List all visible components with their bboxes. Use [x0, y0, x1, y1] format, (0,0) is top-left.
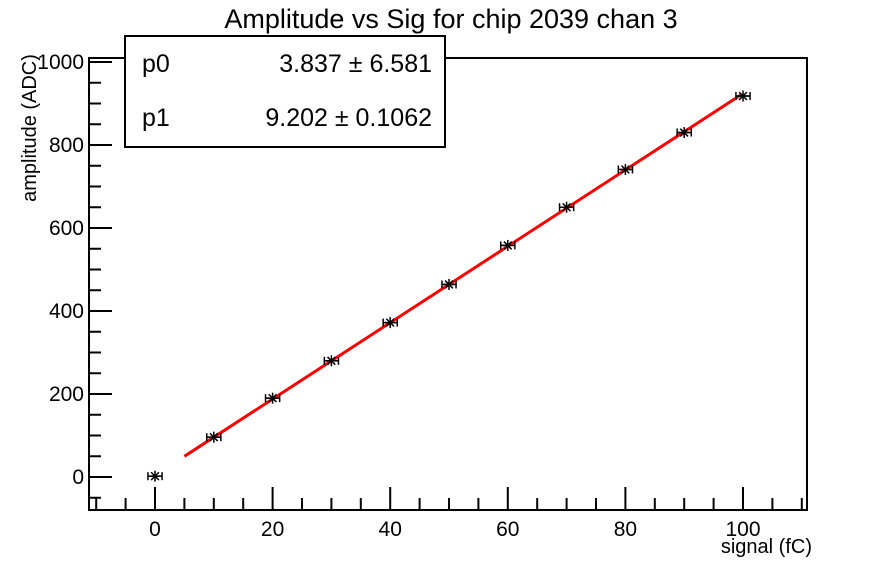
- stat-row-p0: p0 3.837 ± 6.581: [126, 50, 444, 79]
- fit-line: [183, 93, 743, 458]
- marker-asterisk: [503, 241, 513, 250]
- y-tick-label: 800: [49, 134, 84, 157]
- data-point: [323, 355, 340, 367]
- x-axis-title: signal (fC): [721, 536, 812, 558]
- marker-asterisk: [444, 280, 454, 289]
- x-tick-label: 100: [725, 518, 760, 541]
- data-point: [735, 90, 751, 102]
- stat-row-p1: p1 9.202 ± 0.1062: [126, 104, 444, 133]
- stat-param-name: p0: [142, 49, 170, 78]
- marker-asterisk: [150, 471, 160, 481]
- y-tick-label: 0: [72, 466, 84, 489]
- marker-asterisk: [562, 202, 572, 212]
- data-point: [264, 392, 281, 404]
- stats-box: p0 3.837 ± 6.581 p1 9.202 ± 0.1062: [124, 35, 446, 148]
- marker-asterisk: [679, 128, 689, 137]
- stat-param-value: 3.837 ± 6.581: [279, 49, 432, 78]
- marker-asterisk: [620, 165, 630, 174]
- data-point: [441, 278, 457, 290]
- x-tick-label: 80: [614, 518, 637, 541]
- data-point: [205, 431, 222, 443]
- x-tick-label: 20: [261, 518, 284, 541]
- frame-rect: [88, 57, 808, 511]
- y-tick-label: 600: [49, 217, 84, 240]
- data-point: [617, 163, 634, 175]
- y-tick-label: 400: [49, 300, 84, 323]
- marker-asterisk: [268, 393, 278, 403]
- y-tick-label: 200: [49, 383, 84, 406]
- fit-line-group: [183, 93, 743, 458]
- stat-param-value: 9.202 ± 0.1062: [265, 104, 432, 133]
- y-axis-title: amplitude (ADC): [19, 54, 41, 202]
- data-point: [382, 317, 399, 329]
- x-tick-label: 40: [379, 518, 402, 541]
- axis-ticks: [89, 61, 803, 510]
- marker-asterisk: [326, 356, 336, 366]
- marker-asterisk: [209, 432, 219, 442]
- data-point: [499, 239, 516, 251]
- marker-asterisk: [385, 318, 395, 328]
- y-tick-label: 1000: [37, 51, 84, 74]
- stat-param-name: p1: [142, 104, 170, 133]
- marker-asterisk: [738, 91, 748, 101]
- x-tick-label: 60: [496, 518, 519, 541]
- chart-title: Amplitude vs Sig for chip 2039 chan 3: [224, 4, 677, 34]
- data-points-group: [147, 90, 751, 482]
- data-point: [558, 201, 575, 213]
- data-point: [676, 127, 693, 139]
- plot-frame: [88, 57, 808, 511]
- x-tick-label: 0: [149, 518, 161, 541]
- data-point: [147, 470, 163, 482]
